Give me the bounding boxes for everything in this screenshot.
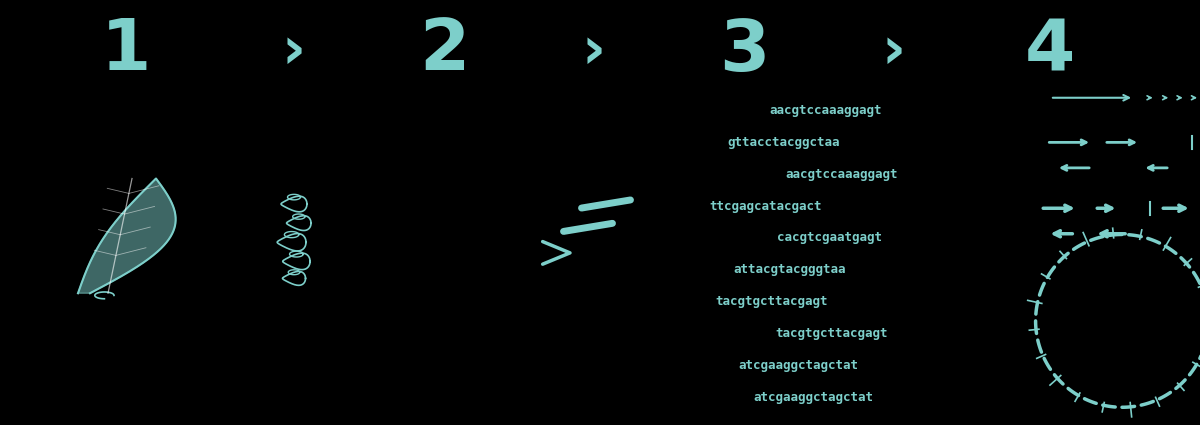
Text: attacgtacgggtaa: attacgtacgggtaa xyxy=(733,264,846,276)
Text: tacgtgcttacgagt: tacgtgcttacgagt xyxy=(775,327,888,340)
Polygon shape xyxy=(78,178,175,293)
Text: atcgaaggctagctat: atcgaaggctagctat xyxy=(738,359,858,372)
Text: tacgtgcttacgagt: tacgtgcttacgagt xyxy=(715,295,828,308)
Text: 2: 2 xyxy=(419,17,469,85)
Text: ›: › xyxy=(582,23,606,79)
Text: 4: 4 xyxy=(1025,17,1075,85)
Text: cacgtcgaatgagt: cacgtcgaatgagt xyxy=(778,232,882,244)
Text: gttacctacggctaa: gttacctacggctaa xyxy=(727,136,840,149)
Text: 3: 3 xyxy=(719,17,769,85)
Text: ›: › xyxy=(882,23,906,79)
Text: 1: 1 xyxy=(101,17,151,85)
Text: ttcgagcatacgact: ttcgagcatacgact xyxy=(709,200,822,212)
Text: ›: › xyxy=(282,23,306,79)
Text: aacgtccaaaggagt: aacgtccaaaggagt xyxy=(785,168,898,181)
Text: aacgtccaaaggagt: aacgtccaaaggagt xyxy=(769,104,882,117)
Text: atcgaaggctagctat: atcgaaggctagctat xyxy=(754,391,874,404)
